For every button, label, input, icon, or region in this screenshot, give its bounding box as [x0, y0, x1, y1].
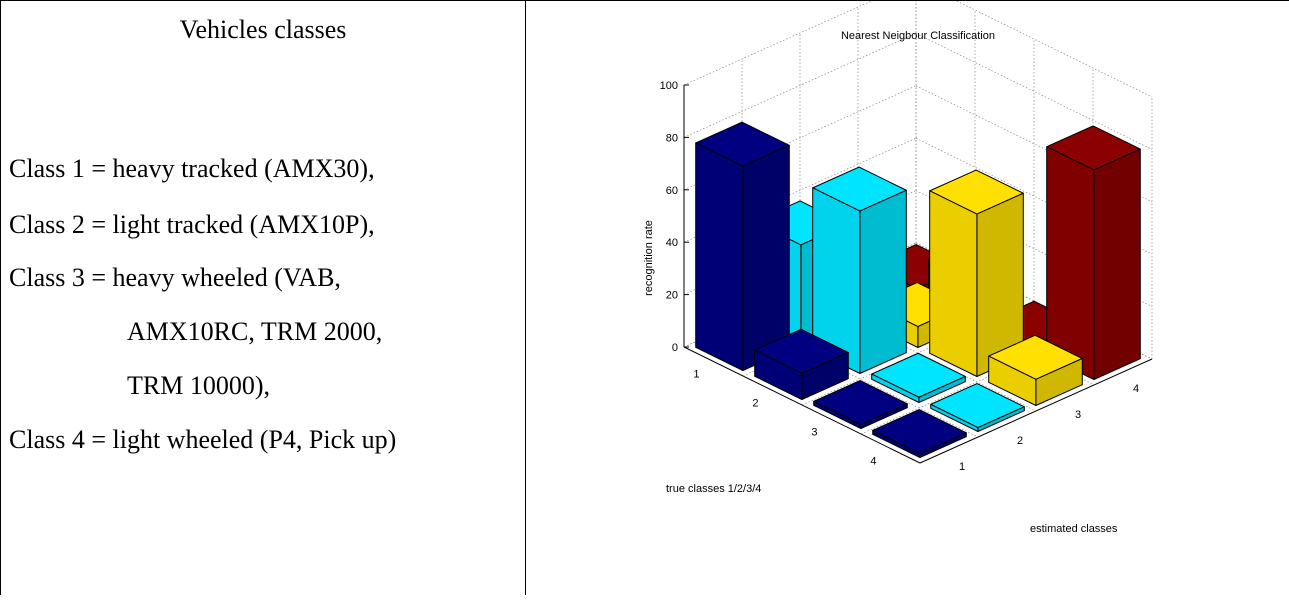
x-tick-label: 1 [693, 369, 699, 381]
bar [930, 383, 1025, 432]
bar [812, 166, 907, 374]
chart-title: Nearest Neigbour Classification [841, 30, 995, 42]
bar-front [930, 403, 979, 432]
x-tick-label: 3 [811, 427, 817, 439]
chart-axes: 0 20 40 60 80 100 1 2 3 4 1 2 3 4 [660, 80, 1153, 473]
table-left-border [0, 0, 1, 595]
grid-line [683, 33, 917, 138]
bar-front [754, 349, 803, 400]
vehicle-classes-heading: Vehicles classes [179, 15, 347, 44]
table-top-border [0, 0, 1289, 1]
x-axis-line [683, 346, 921, 464]
bar [988, 334, 1083, 406]
x-axis-label: true classes 1/2/3/4 [666, 483, 761, 495]
bar-side [742, 144, 790, 371]
x-tick-label: 2 [752, 398, 758, 410]
z-tick-label: 80 [666, 132, 678, 144]
z-tick-label: 0 [672, 342, 678, 354]
z-axis-label: recognition rate [643, 220, 655, 296]
bar-side [1093, 148, 1141, 380]
chart-panel: 0 20 40 60 80 100 1 2 3 4 1 2 3 4 Nearest Neigbour Cl… [526, 0, 1289, 595]
bar [929, 169, 1024, 377]
z-tick-label: 100 [660, 80, 678, 92]
y-axis-label: estimated classes [1030, 523, 1118, 535]
y-tick-label: 3 [1075, 409, 1081, 421]
bar-front [929, 190, 978, 377]
class-3-line: Class 3 = heavy wheeled (VAB, [9, 263, 341, 292]
class-2-line: Class 2 = light tracked (AMX10P), [9, 210, 375, 239]
class-1-line: Class 1 = heavy tracked (AMX30), [9, 154, 375, 183]
bar [1046, 125, 1141, 380]
vehicle-classes-panel: Vehicles classes Class 1 = heavy tracked… [1, 1, 525, 595]
x-tick-label: 4 [870, 456, 876, 468]
class-4-line: Class 4 = light wheeled (P4, Pick up) [9, 425, 397, 454]
bar-front [872, 429, 921, 458]
y-tick-label: 4 [1133, 383, 1139, 395]
bar [871, 352, 966, 403]
bar-front [813, 400, 862, 429]
bar [695, 121, 790, 371]
z-tick-label: 40 [666, 237, 678, 249]
z-tick-label: 20 [666, 290, 678, 302]
bar [754, 328, 849, 400]
grid-line [860, 329, 1094, 435]
bar3d-chart: 0 20 40 60 80 100 1 2 3 4 1 2 3 4 Nearest Neigbour Cl… [643, 0, 1153, 535]
y-axis-line [919, 358, 1153, 464]
bar [872, 409, 967, 458]
class-3-line-cont2: TRM 10000), [127, 371, 270, 400]
bar [813, 380, 908, 429]
class-3-line-cont1: AMX10RC, TRM 2000, [127, 317, 383, 346]
grid-line [683, 0, 875, 86]
chart-bars [695, 121, 1141, 458]
z-tick-label: 60 [666, 185, 678, 197]
table-divider [525, 0, 526, 595]
bar-side [859, 189, 907, 374]
y-tick-label: 1 [959, 461, 965, 473]
bar-front [988, 355, 1037, 406]
bar-front [695, 142, 744, 371]
y-tick-label: 2 [1017, 435, 1023, 447]
bar-front [871, 373, 920, 403]
